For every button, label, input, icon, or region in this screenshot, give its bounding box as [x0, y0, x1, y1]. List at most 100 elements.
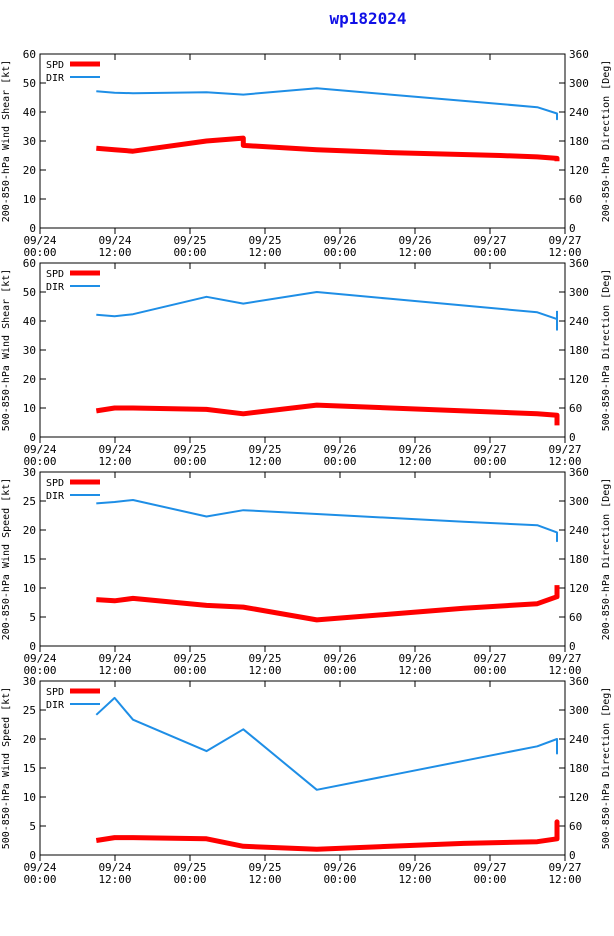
x-tick-date-label: 09/26 — [398, 443, 431, 456]
plot-frame — [39, 53, 566, 229]
x-tick-date-label: 09/27 — [548, 234, 581, 247]
dir-series-line — [96, 291, 558, 331]
x-tick-date-label: 09/25 — [173, 861, 206, 874]
legend-spd-label: SPD — [46, 687, 64, 698]
y-tick-left-label: 0 — [29, 222, 36, 235]
x-tick-date-label: 09/25 — [173, 443, 206, 456]
x-tick-time-label: 12:00 — [98, 873, 131, 886]
plot-frame — [39, 680, 566, 856]
x-tick-date-label: 09/26 — [323, 443, 356, 456]
x-tick-date-label: 09/26 — [323, 652, 356, 665]
dir-series-line — [96, 499, 558, 543]
x-tick-time-label: 12:00 — [398, 664, 431, 677]
x-tick-time-label: 00:00 — [173, 664, 206, 677]
y-tick-right-label: 60 — [569, 402, 582, 415]
x-tick-date-label: 09/27 — [548, 443, 581, 456]
y-axis-left-label: 500-850-hPa Wind Shear [kt] — [1, 269, 12, 432]
x-tick-time-label: 12:00 — [548, 664, 581, 677]
x-tick-time-label: 00:00 — [473, 455, 506, 468]
x-tick-time-label: 12:00 — [98, 246, 131, 259]
y-tick-right-label: 180 — [569, 344, 589, 357]
y-tick-right-label: 120 — [569, 373, 589, 386]
x-tick-date-label: 09/26 — [323, 861, 356, 874]
y-tick-right-label: 300 — [569, 704, 589, 717]
x-tick-date-label: 09/27 — [473, 652, 506, 665]
y-tick-left-label: 10 — [23, 402, 36, 415]
x-tick-date-label: 09/24 — [23, 234, 56, 247]
y-tick-left-label: 15 — [23, 762, 36, 775]
y-axis-left-label: 500-850-hPa Wind Speed [kt] — [1, 687, 12, 850]
y-tick-right-label: 60 — [569, 193, 582, 206]
y-tick-left-label: 40 — [23, 315, 36, 328]
y-tick-right-label: 300 — [569, 286, 589, 299]
y-tick-left-label: 40 — [23, 106, 36, 119]
spd-series-line — [95, 402, 560, 427]
y-tick-left-label: 30 — [23, 675, 36, 688]
y-tick-right-label: 60 — [569, 820, 582, 833]
y-tick-left-label: 15 — [23, 553, 36, 566]
y-axis-left-label: 200-850-hPa Wind Shear [kt] — [1, 60, 12, 223]
y-tick-right-label: 0 — [569, 640, 576, 653]
x-tick-time-label: 00:00 — [473, 873, 506, 886]
y-axis-right-label: 200-850-hPa Direction [Deg] — [601, 478, 612, 641]
x-tick-date-label: 09/24 — [98, 443, 131, 456]
x-tick-date-label: 09/26 — [398, 652, 431, 665]
y-tick-right-label: 360 — [569, 48, 589, 61]
y-tick-left-label: 5 — [29, 820, 36, 833]
x-tick-time-label: 12:00 — [248, 455, 281, 468]
y-tick-left-label: 5 — [29, 611, 36, 624]
y-tick-left-label: 30 — [23, 466, 36, 479]
y-tick-right-label: 360 — [569, 675, 589, 688]
y-tick-left-label: 10 — [23, 582, 36, 595]
y-tick-left-label: 30 — [23, 135, 36, 148]
y-tick-right-label: 180 — [569, 762, 589, 775]
dir-series-line — [95, 696, 558, 791]
x-tick-time-label: 12:00 — [398, 455, 431, 468]
x-tick-time-label: 12:00 — [548, 246, 581, 259]
x-tick-time-label: 12:00 — [398, 246, 431, 259]
x-tick-date-label: 09/25 — [248, 652, 281, 665]
spd-series-line — [96, 583, 560, 623]
y-tick-right-label: 0 — [569, 222, 576, 235]
y-tick-left-label: 20 — [23, 164, 36, 177]
y-tick-right-label: 360 — [569, 257, 589, 270]
chart-panel-2: 09/2400:0009/2412:0009/2500:0009/2512:00… — [1, 257, 612, 468]
y-tick-right-label: 300 — [569, 77, 589, 90]
legend-spd-label: SPD — [46, 60, 64, 71]
x-tick-date-label: 09/25 — [173, 652, 206, 665]
y-tick-left-label: 25 — [23, 704, 36, 717]
y-tick-left-label: 60 — [23, 48, 36, 61]
legend-spd-label: SPD — [46, 269, 64, 280]
y-axis-right-label: 500-850-hPa Direction [Deg] — [601, 269, 612, 432]
y-axis-right-label: 200-850-hPa Direction [Deg] — [601, 60, 612, 223]
y-tick-left-label: 0 — [29, 640, 36, 653]
x-tick-date-label: 09/25 — [248, 443, 281, 456]
legend-dir-label: DIR — [46, 491, 65, 502]
x-tick-time-label: 12:00 — [98, 455, 131, 468]
x-tick-time-label: 00:00 — [173, 246, 206, 259]
x-tick-time-label: 12:00 — [248, 246, 281, 259]
y-axis-left-label: 200-850-hPa Wind Speed [kt] — [1, 478, 12, 641]
x-tick-time-label: 12:00 — [398, 873, 431, 886]
x-tick-date-label: 09/27 — [473, 861, 506, 874]
x-tick-date-label: 09/25 — [248, 234, 281, 247]
x-tick-time-label: 00:00 — [323, 455, 356, 468]
x-tick-time-label: 00:00 — [23, 664, 56, 677]
x-tick-time-label: 12:00 — [248, 873, 281, 886]
y-tick-left-label: 20 — [23, 373, 36, 386]
y-tick-left-label: 25 — [23, 495, 36, 508]
chart-panels: 09/2400:0009/2412:0009/2500:0009/2512:00… — [1, 48, 612, 886]
x-tick-date-label: 09/27 — [473, 234, 506, 247]
y-tick-left-label: 0 — [29, 849, 36, 862]
chart-panel-1: 09/2400:0009/2412:0009/2500:0009/2512:00… — [1, 48, 612, 259]
y-tick-right-label: 240 — [569, 524, 589, 537]
y-tick-right-label: 120 — [569, 791, 589, 804]
chart-panel-4: 09/2400:0009/2412:0009/2500:0009/2512:00… — [1, 675, 612, 886]
y-tick-right-label: 120 — [569, 164, 589, 177]
chart-panel-3: 09/2400:0009/2412:0009/2500:0009/2512:00… — [1, 466, 612, 677]
y-tick-left-label: 30 — [23, 344, 36, 357]
y-tick-right-label: 240 — [569, 733, 589, 746]
x-tick-date-label: 09/24 — [98, 861, 131, 874]
legend-dir-label: DIR — [46, 73, 65, 84]
